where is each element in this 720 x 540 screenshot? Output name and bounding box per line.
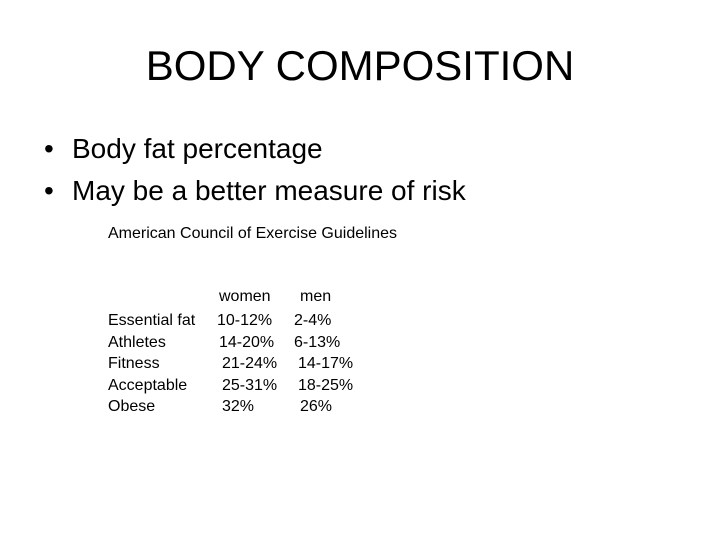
slide-title: BODY COMPOSITION <box>145 42 575 89</box>
women-value: 21-24% <box>222 355 278 372</box>
women-column: 10-12% 14-20% 21-24% 25-31% 32% <box>217 310 277 418</box>
category-label: Obese <box>108 398 156 415</box>
men-value: 18-25% <box>298 376 354 394</box>
men-value: 14-17% <box>298 355 354 372</box>
bullet-item: • May be a better measure of risk <box>44 170 466 212</box>
women-value: 32% <box>222 398 255 415</box>
bullet-icon: • <box>44 133 54 164</box>
category-column: Essential fat Athletes Fitness Acceptabl… <box>108 310 195 418</box>
column-header-women: women <box>219 288 271 305</box>
men-value: 6-13% <box>294 333 341 351</box>
category-label: Athletes <box>108 333 166 351</box>
bullet-icon: • <box>44 175 54 206</box>
column-header-men: men <box>300 288 332 305</box>
women-value: 10-12% <box>217 312 273 329</box>
men-value: 26% <box>300 398 333 415</box>
bullet-item: • Body fat percentage <box>44 128 466 170</box>
category-label: Acceptable <box>108 376 188 394</box>
category-label: Fitness <box>108 355 160 372</box>
men-column: 2-4% 6-13% 14-17% 18-25% 26% <box>294 310 353 418</box>
women-value: 25-31% <box>222 376 278 394</box>
bullet-text: May be a better measure of risk <box>72 175 466 206</box>
women-value: 14-20% <box>219 333 275 351</box>
bullet-text: Body fat percentage <box>72 133 323 164</box>
guidelines-heading: American Council of Exercise Guidelines <box>108 225 398 242</box>
bullet-list: • Body fat percentage • May be a better me… <box>44 128 466 212</box>
men-value: 2-4% <box>294 312 332 329</box>
category-label: Essential fat <box>108 312 196 329</box>
